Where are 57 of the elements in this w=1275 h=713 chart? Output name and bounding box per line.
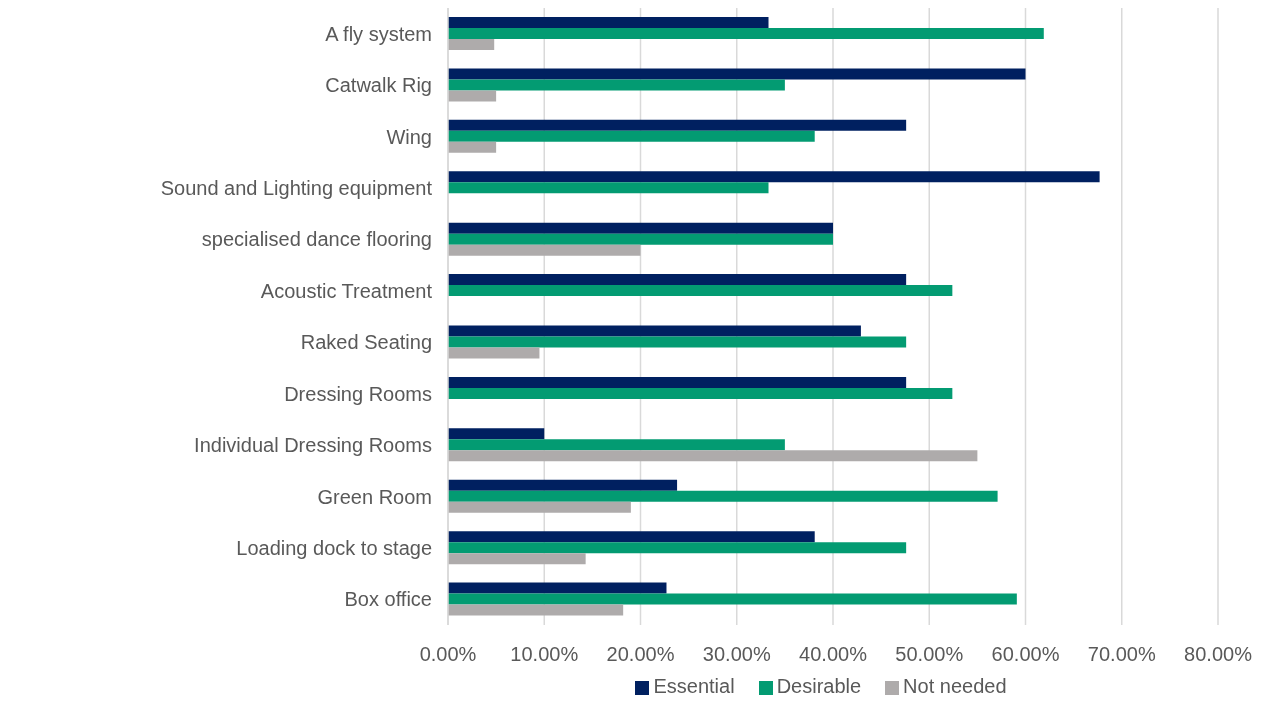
bar xyxy=(448,376,907,388)
bar xyxy=(448,274,907,286)
bar xyxy=(448,387,953,399)
y-tick-label: Individual Dressing Rooms xyxy=(194,434,432,457)
bar xyxy=(448,17,769,28)
legend-label: Desirable xyxy=(776,675,862,697)
bar xyxy=(448,130,815,142)
bar xyxy=(448,119,907,131)
y-tick-label: Green Room xyxy=(317,485,432,508)
x-tick-label: 10.00% xyxy=(510,643,579,666)
bar xyxy=(448,347,540,359)
bar xyxy=(448,479,678,491)
bar xyxy=(448,171,1100,183)
bar xyxy=(448,90,497,102)
bar xyxy=(448,582,667,594)
y-tick-label: Acoustic Treatment xyxy=(260,279,433,302)
y-tick-label: Catwalk Rig xyxy=(325,74,432,97)
bar xyxy=(448,39,495,50)
bar xyxy=(448,553,586,565)
bar xyxy=(448,222,833,234)
bar xyxy=(448,439,785,451)
bar xyxy=(448,233,833,245)
x-tick-label: 50.00% xyxy=(895,643,964,666)
y-tick-label: Loading dock to stage xyxy=(236,536,432,559)
bar xyxy=(448,593,1017,605)
bar xyxy=(448,28,1044,39)
y-tick-label: Sound and Lighting equipment xyxy=(160,177,433,200)
bar xyxy=(448,244,641,256)
bar xyxy=(448,68,1026,80)
bar xyxy=(448,141,497,153)
x-tick-label: 20.00% xyxy=(606,643,675,666)
bar xyxy=(448,501,631,513)
bar xyxy=(448,450,978,462)
y-tick-label: A fly system xyxy=(325,22,432,45)
y-tick-label: Dressing Rooms xyxy=(284,382,432,405)
legend-label: Not needed xyxy=(903,675,1007,697)
x-tick-label: 0.00% xyxy=(419,643,477,666)
bar xyxy=(448,285,953,297)
x-tick-label: 40.00% xyxy=(799,643,868,666)
y-tick-label: specialised dance flooring xyxy=(201,228,432,251)
bar xyxy=(448,79,785,91)
x-tick-label: 30.00% xyxy=(702,643,771,666)
bar xyxy=(448,428,545,440)
x-tick-label: 80.00% xyxy=(1184,643,1253,666)
x-tick-label: 60.00% xyxy=(991,643,1060,666)
bar xyxy=(448,336,907,348)
bar xyxy=(448,531,815,543)
y-tick-label: Box office xyxy=(344,588,432,611)
y-tick-label: Raked Seating xyxy=(300,331,432,354)
bar xyxy=(448,490,998,502)
y-tick-label: Wing xyxy=(386,125,432,148)
bar xyxy=(448,182,769,194)
bar xyxy=(448,604,624,616)
legend-label: Essential xyxy=(653,675,735,697)
bar xyxy=(448,325,861,337)
bar xyxy=(448,542,907,554)
x-tick-label: 70.00% xyxy=(1087,643,1156,666)
